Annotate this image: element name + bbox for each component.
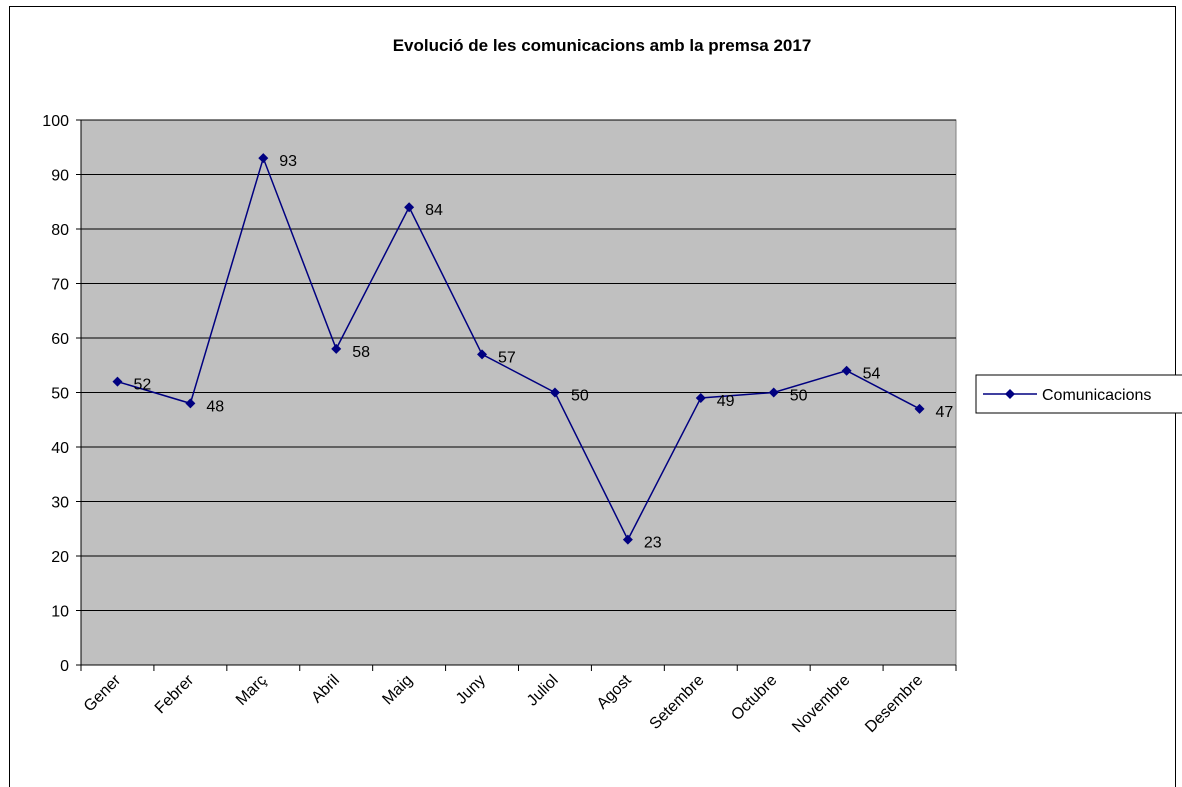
y-tick-label: 10 bbox=[51, 604, 69, 621]
data-point bbox=[549, 387, 560, 398]
y-tick-label: 70 bbox=[51, 277, 69, 294]
data-label: 84 bbox=[425, 202, 443, 219]
y-tick-label: 0 bbox=[60, 658, 69, 675]
data-label: 50 bbox=[571, 388, 589, 405]
x-tick-label: Agost bbox=[594, 671, 635, 712]
data-label: 48 bbox=[206, 398, 224, 415]
data-label: 23 bbox=[644, 535, 662, 552]
data-point bbox=[695, 392, 706, 403]
data-point bbox=[404, 202, 415, 213]
data-label: 47 bbox=[936, 404, 954, 421]
data-point bbox=[914, 403, 925, 414]
chart-title: Evolució de les comunicacions amb la pre… bbox=[393, 36, 812, 55]
data-point bbox=[331, 343, 342, 354]
y-tick-label: 60 bbox=[51, 331, 69, 348]
data-point bbox=[768, 387, 779, 398]
x-tick-label: Novembre bbox=[789, 672, 853, 736]
data-point bbox=[112, 376, 123, 387]
y-tick-label: 30 bbox=[51, 495, 69, 512]
x-tick-label: Abril bbox=[308, 672, 343, 707]
data-label: 52 bbox=[133, 377, 151, 394]
series-comunicacions bbox=[112, 153, 925, 545]
x-tick-label: Octubre bbox=[728, 672, 780, 724]
data-point bbox=[185, 398, 196, 409]
data-label: 49 bbox=[717, 393, 735, 410]
y-tick-label: 100 bbox=[42, 113, 69, 130]
legend-marker bbox=[1005, 389, 1015, 399]
data-point bbox=[841, 365, 852, 376]
y-tick-label: 50 bbox=[51, 386, 69, 403]
data-point bbox=[622, 534, 633, 545]
x-tick-label: Juliol bbox=[524, 672, 562, 710]
data-label: 93 bbox=[279, 153, 297, 170]
data-label: 57 bbox=[498, 349, 516, 366]
y-tick-label: 40 bbox=[51, 440, 69, 457]
data-labels: 52 48 93 58 84 57 50 23 49 50 54 47 bbox=[133, 153, 953, 552]
data-point bbox=[477, 349, 488, 360]
legend: Comunicacions bbox=[975, 374, 1182, 414]
data-label: 58 bbox=[352, 344, 370, 361]
data-label: 54 bbox=[863, 366, 881, 383]
x-tick-label: Maig bbox=[379, 672, 416, 709]
x-tick-label: Gener bbox=[81, 671, 125, 715]
x-tick-label: Setembre bbox=[647, 672, 708, 733]
data-point bbox=[258, 153, 269, 164]
gridlines bbox=[81, 119, 956, 611]
y-axis-ticks: 0 10 20 30 40 50 60 70 80 90 100 bbox=[42, 113, 81, 675]
data-label: 50 bbox=[790, 388, 808, 405]
series-line bbox=[117, 155, 920, 542]
y-tick-label: 90 bbox=[51, 168, 69, 185]
x-tick-label: Febrer bbox=[152, 671, 198, 717]
legend-label: Comunicacions bbox=[1042, 387, 1151, 404]
x-axis-ticks: Gener Febrer Març Abril Maig Juny Juliol Agost S… bbox=[80, 665, 957, 736]
x-tick-label: Desembre bbox=[862, 672, 926, 736]
x-tick-label: Juny bbox=[453, 672, 489, 708]
y-tick-label: 80 bbox=[51, 222, 69, 239]
y-tick-label: 20 bbox=[51, 549, 69, 566]
x-tick-label: Març bbox=[233, 672, 270, 709]
